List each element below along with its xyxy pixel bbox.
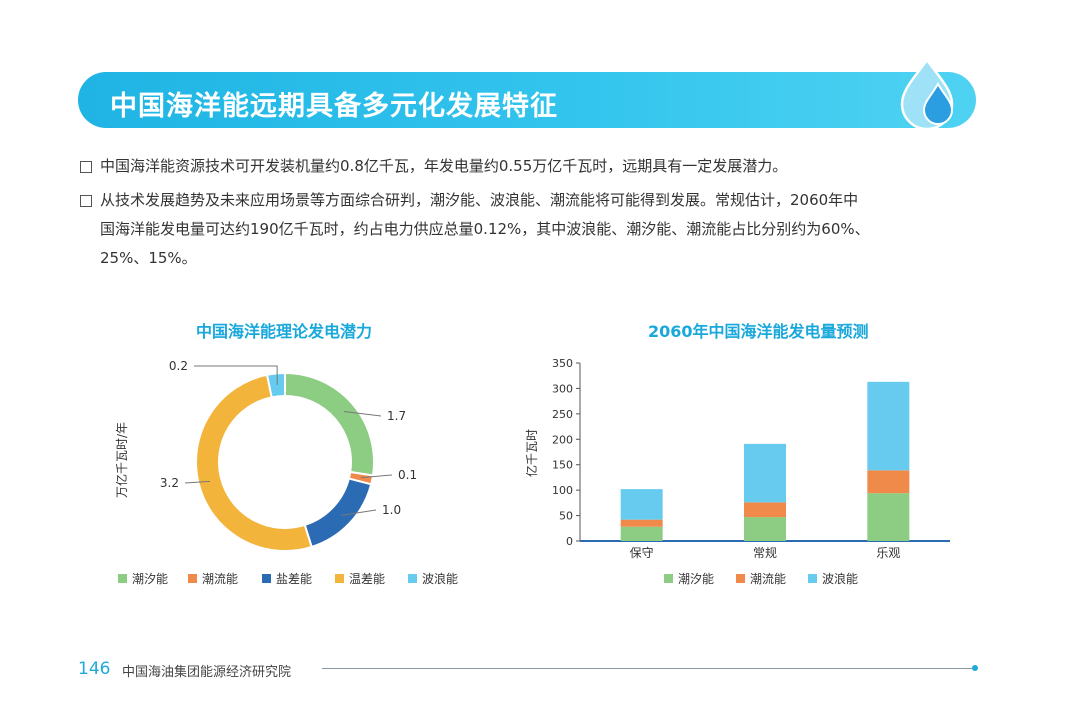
donut-value-label: 3.2 <box>160 476 179 490</box>
bar-ylabel: 亿千瓦时 <box>524 429 539 477</box>
footer-organization: 中国海油集团能源经济研究院 <box>122 665 292 680</box>
y-tick-label: 150 <box>552 459 573 472</box>
bar-segment-潮流能 <box>867 470 910 494</box>
donut-value-label: 0.2 <box>169 359 188 373</box>
bullet-line: 从技术发展趋势及未来应用场景等方面综合研判，潮汐能、波浪能、潮流能将可能得到发展… <box>100 191 859 209</box>
legend-swatch <box>664 574 673 583</box>
bar-segment-潮流能 <box>744 502 786 518</box>
donut-value-label: 1.0 <box>382 503 401 517</box>
stacked-bar-chart: 亿千瓦时 0 50 100 150 200 250 300 350 保守 常规 乐观 潮汐能 潮流能 波… <box>524 357 950 586</box>
donut-slice-温差能 <box>195 373 313 552</box>
donut-leader-line <box>341 509 377 516</box>
footer-dot-icon <box>972 665 978 671</box>
bar-segment-潮汐能 <box>620 526 663 541</box>
bullet-item: 从技术发展趋势及未来应用场景等方面综合研判，潮汐能、波浪能、潮流能将可能得到发展… <box>80 186 980 273</box>
donut-leader-line <box>360 474 393 479</box>
bar-segment-波浪能 <box>620 489 663 520</box>
y-tick-label: 50 <box>559 510 573 523</box>
legend-label: 潮流能 <box>750 571 786 586</box>
title-banner: 中国海洋能远期具备多元化发展特征 <box>78 72 976 128</box>
legend-label: 盐差能 <box>276 572 312 586</box>
donut-chart: 万亿千瓦时/年 1.7 0.1 1.0 3.2 0.2 潮汐能 潮流能 盐差能 温差能 波浪能 <box>114 359 458 586</box>
y-tick-label: 250 <box>552 408 573 421</box>
donut-slice-潮汐能 <box>284 371 375 477</box>
donut-ylabel: 万亿千瓦时/年 <box>114 422 129 498</box>
x-tick-label: 乐观 <box>876 546 900 560</box>
donut-slice-波浪能 <box>265 371 286 399</box>
bullet-line: 25%、15%。 <box>100 249 197 267</box>
legend-label: 波浪能 <box>422 571 458 586</box>
bullet-text: 中国海洋能资源技术可开发装机量约0.8亿千瓦，年发电量约0.55万亿千瓦时，远期… <box>100 157 788 175</box>
bar-segment-潮汐能 <box>744 517 786 541</box>
donut-value-label: 0.1 <box>398 468 417 482</box>
legend-swatch <box>262 574 271 583</box>
bar-segment-潮汐能 <box>867 493 910 541</box>
bar-chart-title: 2060年中国海洋能发电量预测 <box>648 322 869 341</box>
y-tick-label: 350 <box>552 357 573 370</box>
legend-swatch <box>408 574 417 583</box>
page-title: 中国海洋能远期具备多元化发展特征 <box>110 91 558 122</box>
water-drop-icon <box>900 58 954 130</box>
legend-swatch <box>736 574 745 583</box>
legend-label: 潮流能 <box>202 571 238 586</box>
legend-swatch <box>335 574 344 583</box>
checkbox-square-icon <box>80 161 92 173</box>
y-tick-label: 200 <box>552 433 573 446</box>
bullet-line: 国海洋能发电量可达约190亿千瓦时，约占电力供应总量0.12%，其中波浪能、潮汐… <box>100 220 870 238</box>
legend-swatch <box>808 574 817 583</box>
x-tick-label: 保守 <box>630 546 654 560</box>
y-tick-label: 0 <box>566 535 573 548</box>
donut-value-label: 1.7 <box>387 409 406 423</box>
legend-label: 潮汐能 <box>132 571 168 586</box>
checkbox-square-icon <box>80 195 92 207</box>
legend-swatch <box>188 574 197 583</box>
donut-leader-line <box>343 411 382 417</box>
page-number: 146 <box>78 659 111 679</box>
donut-leader-line <box>194 365 278 385</box>
x-tick-label: 常规 <box>753 545 777 560</box>
bullet-list: 中国海洋能资源技术可开发装机量约0.8亿千瓦，年发电量约0.55万亿千瓦时，远期… <box>80 152 980 278</box>
bar-segment-波浪能 <box>744 443 786 503</box>
legend-label: 波浪能 <box>822 571 858 586</box>
donut-chart-title: 中国海洋能理论发电潜力 <box>196 322 373 341</box>
legend-label: 潮汐能 <box>678 571 714 586</box>
bar-segment-波浪能 <box>867 381 910 471</box>
legend-swatch <box>118 574 127 583</box>
bar-segment-潮流能 <box>620 519 663 527</box>
donut-leader-line <box>184 480 211 484</box>
y-tick-label: 300 <box>552 382 573 395</box>
bullet-item: 中国海洋能资源技术可开发装机量约0.8亿千瓦，年发电量约0.55万亿千瓦时，远期… <box>80 152 980 181</box>
y-tick-label: 100 <box>552 484 573 497</box>
footer-divider <box>322 668 974 669</box>
legend-label: 温差能 <box>349 572 385 586</box>
